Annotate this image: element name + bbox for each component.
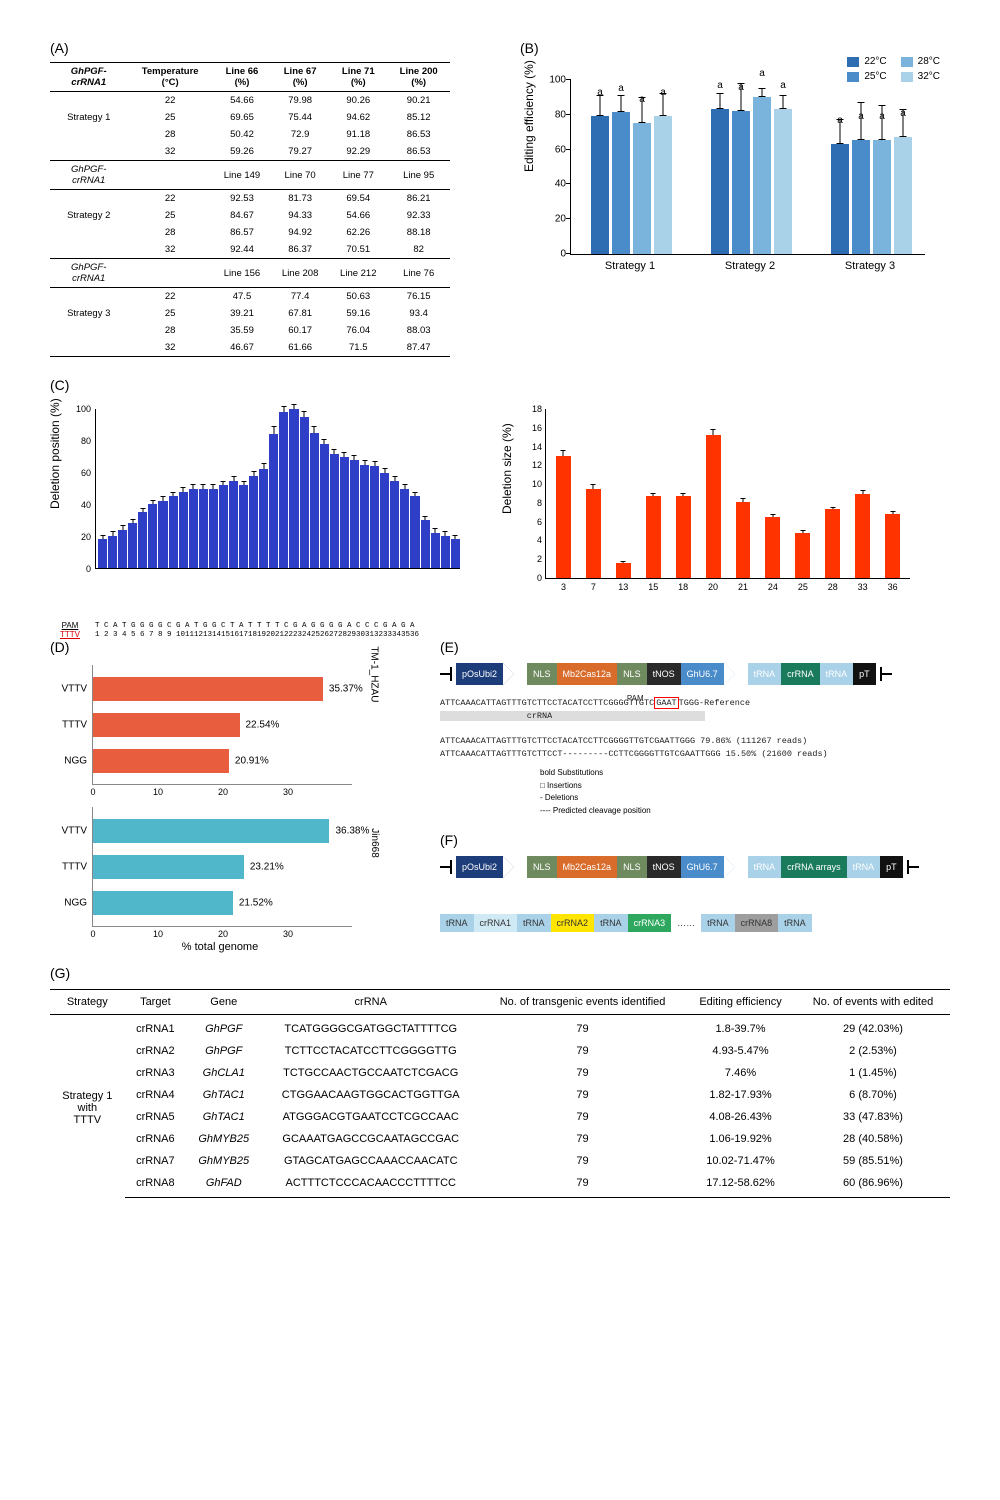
chain-f: tRNAcrRNA1tRNAcrRNA2tRNAcrRNA3……tRNAcrRN… [440, 914, 950, 932]
c2-ylabel: Deletion size (%) [500, 423, 514, 514]
table-a: GhPGF-crRNA1Temperature (°C)Line 66 (%)L… [50, 62, 450, 357]
panel-d-label: (D) [50, 639, 410, 655]
construct-e: pOsUbi2.arrow-seg:nth-of-type(0){}NLSMb2… [440, 661, 950, 687]
table-g: StrategyTargetGenecrRNANo. of transgenic… [50, 989, 950, 1198]
panel-f-label: (F) [440, 832, 950, 848]
panel-e-label: (E) [440, 639, 950, 655]
seq-e: PAMATTCAAACATTAGTTTGTCTTCCTACATCCTTCGGGG… [440, 697, 950, 761]
panel-a-label: (A) [50, 40, 490, 56]
c1-sequence: T C A T G G G G C G A T G G C T A T T T … [95, 619, 460, 640]
panel-b-label: (B) [520, 40, 950, 56]
seq-e-legend: bold Substitutions□ Insertions- Deletion… [540, 767, 950, 818]
chart-b-ylabel: Editing efficiency (%) [522, 60, 536, 172]
c1-pam: PAM TTTV [60, 619, 80, 639]
c1-ylabel: Deletion position (%) [48, 398, 62, 509]
panel-c-label: (C) [50, 377, 950, 393]
chart-c2: Deletion size (%) 3713151820212425283336… [500, 399, 920, 619]
chart-c1: Deletion position (%) 020406080100 PAM T… [50, 399, 470, 619]
panel-g-label: (G) [50, 965, 950, 981]
chart-d: VTTV35.37%TTTV22.54%NGG20.91%0102030TM-1… [50, 665, 390, 945]
chart-b: 22°C28°C25°C32°C Editing efficiency (%) … [520, 62, 940, 292]
construct-f: pOsUbi2.arrow-seg:nth-of-type(0){}NLSMb2… [440, 854, 950, 880]
